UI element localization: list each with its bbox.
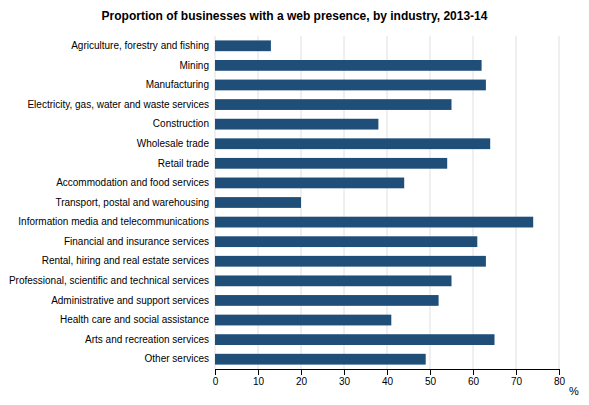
x-tick-label: 30 [339,376,351,387]
x-tick: 30 [339,369,351,387]
bar [215,138,490,149]
y-tick-label: Administrative and support services [51,295,209,306]
x-tick-mark [344,369,345,375]
y-axis: Agriculture, forestry and fishing Mining M… [9,40,210,364]
y-tick: Administrative and support services [51,295,209,306]
x-tick: 40 [382,369,394,387]
y-tick-label: Mining [180,60,209,71]
title: Proportion of businesses with a web pres… [102,9,488,23]
grid [215,36,559,369]
grid-line [516,36,517,369]
x-tick-mark [516,369,517,375]
bar [215,334,495,345]
y-tick-label: Manufacturing [146,79,209,90]
y-tick: Agriculture, forestry and fishing [71,40,209,51]
y-tick: Electricity, gas, water and waste servic… [27,99,209,110]
x-tick-label: 10 [253,376,265,387]
bar [215,40,271,51]
bar [215,158,447,169]
grid-line [559,36,560,369]
y-tick-label: Financial and insurance services [64,236,209,247]
x-tick: 70 [511,369,523,387]
y-tick: Arts and recreation services [85,334,209,345]
bar [215,217,533,228]
y-tick: Other services [145,353,209,364]
bar [215,315,391,326]
y-tick-label: Other services [145,353,209,364]
x-axis-line [216,370,560,376]
x-tick-label: 40 [382,376,394,387]
x-tick-label: 80 [554,376,566,387]
plot: 0 10 20 30 40 50 60 70 80 Agriculture, forestry a… [9,36,566,387]
y-tick-label: Health care and social assistance [60,314,209,325]
y-tick: Wholesale trade [137,138,210,149]
y-tick-label: Construction [153,118,209,129]
y-tick: Mining [180,60,209,71]
y-tick-label: Retail trade [158,158,210,169]
x-tick: 50 [425,369,437,387]
x-tick-mark [559,369,560,375]
x-tick-mark [430,369,431,375]
y-tick: Rental, hiring and real estate services [42,255,209,266]
y-tick: Construction [153,118,209,129]
x-axis-label: % [569,385,579,397]
y-tick-label: Rental, hiring and real estate services [42,255,209,266]
y-tick: Transport, postal and warehousing [55,197,209,208]
y-tick: Retail trade [158,158,210,169]
chart-svg: Proportion of businesses with a web pres… [0,0,589,405]
x-tick-label: 20 [296,376,308,387]
y-tick-label: Electricity, gas, water and waste servic… [27,99,209,110]
y-tick-label: Arts and recreation services [85,334,209,345]
bar [215,119,378,130]
bar [215,178,404,189]
x-tick-mark [473,369,474,375]
y-tick-label: Agriculture, forestry and fishing [71,40,209,51]
x-tick-mark [387,369,388,375]
bar [215,197,301,208]
bar [215,354,426,365]
y-tick-label: Transport, postal and warehousing [55,197,209,208]
x-tick: 20 [296,369,308,387]
y-tick-label: Accommodation and food services [56,177,209,188]
x-tick-label: 60 [468,376,480,387]
y-tick: Professional, scientific and technical s… [9,275,209,286]
x-tick: 10 [253,369,265,387]
bar [215,236,477,247]
y-tick: Manufacturing [146,79,209,90]
x-tick: 0 [213,369,219,387]
x-tick-label: 0 [213,376,219,387]
x-axis: 0 10 20 30 40 50 60 70 80 [213,369,566,387]
x-tick: 60 [468,369,480,387]
bar [215,60,482,71]
y-tick: Financial and insurance services [64,236,209,247]
x-tick-label: 50 [425,376,437,387]
bar [215,295,439,306]
bar [215,256,486,267]
bar [215,275,452,286]
y-tick-label: Professional, scientific and technical s… [9,275,209,286]
x-tick-mark [301,369,302,375]
bar [215,80,486,91]
x-tick: 80 [554,369,566,387]
y-tick: Health care and social assistance [60,314,209,325]
y-tick: Information media and telecommunications [18,216,209,227]
x-tick-mark [258,369,259,375]
y-tick: Accommodation and food services [56,177,209,188]
y-tick-label: Wholesale trade [137,138,210,149]
x-tick-mark [215,369,216,375]
y-tick-label: Information media and telecommunications [18,216,209,227]
x-tick-label: 70 [511,376,523,387]
chart-container: Proportion of businesses with a web pres… [0,0,589,405]
bars [215,40,533,364]
bar [215,99,452,110]
